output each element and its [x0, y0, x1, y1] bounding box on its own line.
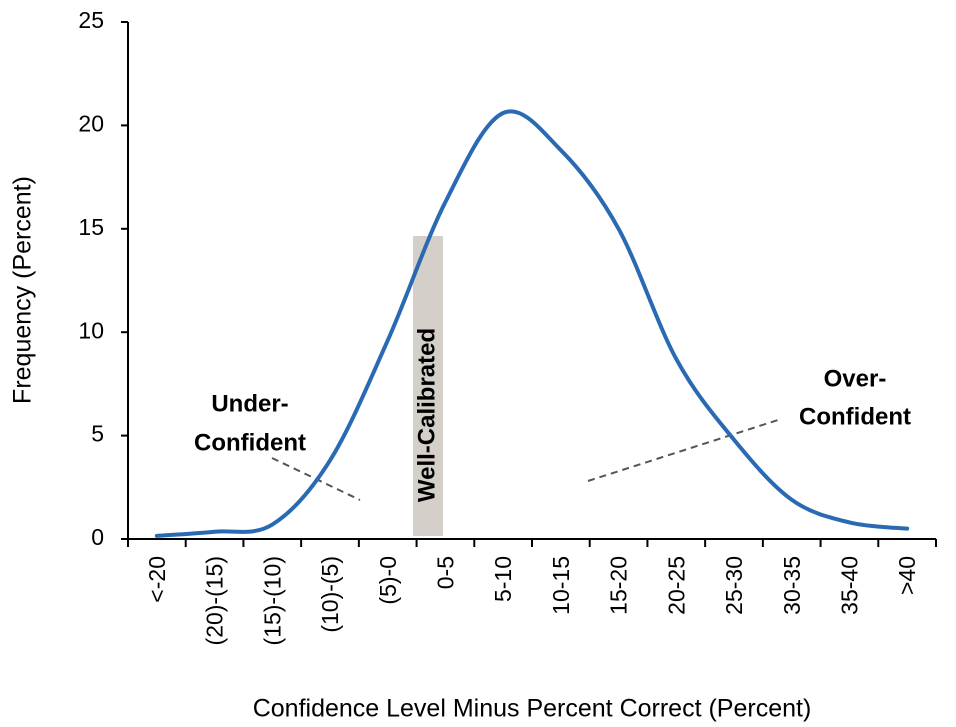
- well-calibrated-band: [413, 236, 443, 536]
- y-axis-title: Frequency (Percent): [9, 176, 37, 404]
- annotation: Well-Calibrated: [413, 328, 440, 502]
- x-tick-label: 10-15: [548, 556, 574, 615]
- y-tick-label: 5: [91, 421, 104, 447]
- x-tick-label: 25-30: [721, 556, 747, 615]
- annotation: Confident: [194, 429, 306, 456]
- x-tick-label: 30-35: [779, 556, 805, 615]
- annotation: Over-: [824, 365, 887, 392]
- x-tick-label: (20)-(15): [202, 556, 228, 645]
- x-tick-label: (10)-(5): [317, 556, 343, 633]
- x-tick-label: 15-20: [606, 556, 632, 615]
- x-tick-label: 0-5: [433, 556, 459, 589]
- x-axis-title: Confidence Level Minus Percent Correct (…: [253, 695, 812, 723]
- annotation: Under-: [211, 390, 288, 417]
- annotation: Confident: [799, 403, 911, 430]
- x-tick-label: (5)-0: [375, 556, 401, 605]
- x-tick-label: (15)-(10): [259, 556, 285, 645]
- y-tick-label: 25: [78, 7, 104, 33]
- line: [154, 109, 910, 538]
- y-tick-label: 20: [78, 110, 104, 136]
- y-tick-label: 10: [78, 317, 104, 343]
- x-tick-label: <-20: [144, 556, 170, 603]
- y-tick-label: 15: [78, 214, 104, 240]
- x-tick-label: >40: [894, 556, 920, 595]
- x-tick-label: 20-25: [663, 556, 689, 615]
- y-tick-label: 0: [91, 524, 104, 550]
- x-tick-label: 5-10: [490, 556, 516, 602]
- over-pointer: [587, 419, 779, 482]
- x-tick-label: 35-40: [837, 556, 863, 615]
